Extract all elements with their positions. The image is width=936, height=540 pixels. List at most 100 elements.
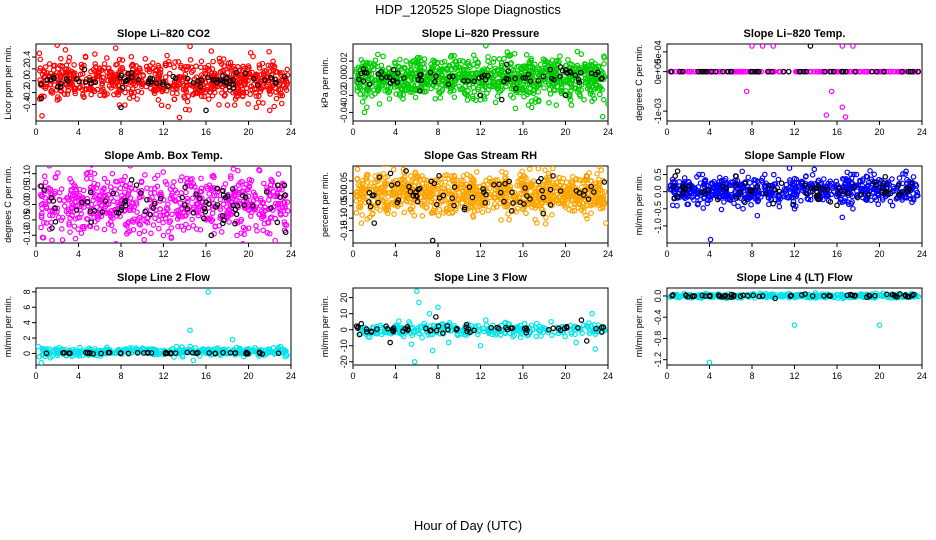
mean-point: [387, 170, 394, 177]
mean-point: [512, 75, 518, 82]
data-point: [37, 65, 44, 72]
mean-point: [873, 68, 880, 75]
mean-point: [202, 208, 209, 215]
data-point: [581, 208, 587, 215]
mean-point: [803, 190, 810, 197]
data-point: [354, 88, 361, 94]
y-tick-label: -0.05: [22, 210, 32, 231]
data-point: [686, 68, 693, 75]
data-point: [419, 61, 426, 68]
data-point: [832, 68, 839, 75]
data-point: [95, 73, 101, 79]
data-point: [865, 182, 872, 189]
data-point: [77, 207, 83, 214]
data-point: [848, 180, 855, 187]
data-point: [589, 92, 596, 98]
mean-point: [547, 66, 554, 73]
mean-point: [880, 180, 887, 186]
data-point: [265, 220, 272, 226]
x-tick-label: 0: [33, 127, 38, 137]
mean-point: [233, 211, 240, 218]
mean-point: [233, 69, 240, 76]
data-point: [484, 200, 491, 206]
data-point: [815, 177, 822, 184]
data-point: [275, 171, 282, 177]
data-point: [169, 90, 176, 96]
mean-point: [282, 229, 289, 236]
data-point: [138, 179, 145, 186]
y-tick-label: -0.4: [22, 97, 32, 113]
data-point: [111, 75, 117, 82]
data-point: [187, 57, 194, 63]
data-point: [383, 201, 390, 208]
data-point: [101, 226, 108, 233]
x-tick-label: 12: [475, 127, 485, 137]
data-point: [269, 178, 276, 185]
data-point: [563, 153, 567, 157]
data-point: [675, 190, 681, 197]
data-point: [222, 181, 229, 187]
data-point: [248, 83, 255, 90]
data-point: [242, 226, 249, 232]
data-point: [46, 61, 53, 67]
mean-point: [585, 196, 592, 202]
data-point: [39, 112, 45, 119]
data-point: [374, 178, 381, 185]
mean-point: [201, 205, 208, 212]
mean-point: [122, 78, 129, 85]
data-point: [594, 171, 600, 177]
x-tick-label: 4: [393, 249, 398, 259]
data-point: [372, 91, 378, 97]
data-point: [245, 70, 252, 77]
data-point: [474, 188, 480, 195]
data-point: [481, 66, 488, 72]
data-point: [423, 77, 430, 84]
data-point: [198, 185, 205, 192]
data-point: [67, 191, 74, 198]
x-tick-label: 8: [118, 127, 123, 137]
data-point: [52, 174, 59, 180]
data-point: [282, 221, 288, 228]
data-point: [740, 68, 747, 75]
data-point: [871, 171, 878, 178]
data-point: [550, 166, 556, 172]
x-tick-label: 8: [435, 249, 440, 259]
data-point: [574, 62, 580, 69]
outlier-point: [770, 44, 777, 49]
data-point: [667, 183, 674, 190]
mean-point: [119, 84, 126, 91]
data-point: [163, 210, 170, 217]
data-point: [464, 190, 470, 197]
data-point: [205, 96, 212, 102]
data-point: [157, 212, 164, 219]
data-point: [191, 183, 198, 190]
mean-point: [268, 74, 274, 81]
data-point: [102, 91, 108, 98]
mean-point: [57, 84, 64, 90]
y-tick-label: 4: [22, 320, 32, 325]
mean-point: [719, 183, 726, 190]
data-point: [492, 194, 499, 201]
data-point: [122, 89, 128, 96]
x-tick-label: 20: [874, 249, 884, 259]
data-point: [43, 220, 50, 226]
mean-point: [564, 70, 570, 76]
data-point: [553, 102, 560, 108]
data-point: [112, 178, 119, 185]
mean-point: [882, 173, 889, 180]
data-point: [232, 96, 239, 102]
mean-point: [754, 184, 760, 190]
data-point: [198, 58, 205, 65]
y-tick-label: -1e-03: [653, 98, 663, 124]
data-point: [353, 198, 360, 204]
x-tick-label: 8: [118, 371, 123, 381]
mean-point: [451, 202, 457, 209]
data-point: [124, 223, 130, 229]
data-point: [216, 55, 223, 62]
data-point: [183, 66, 190, 73]
data-point: [479, 80, 485, 87]
data-point: [111, 91, 117, 98]
data-point: [530, 64, 536, 70]
mean-point: [277, 194, 284, 201]
mean-point: [749, 188, 755, 194]
